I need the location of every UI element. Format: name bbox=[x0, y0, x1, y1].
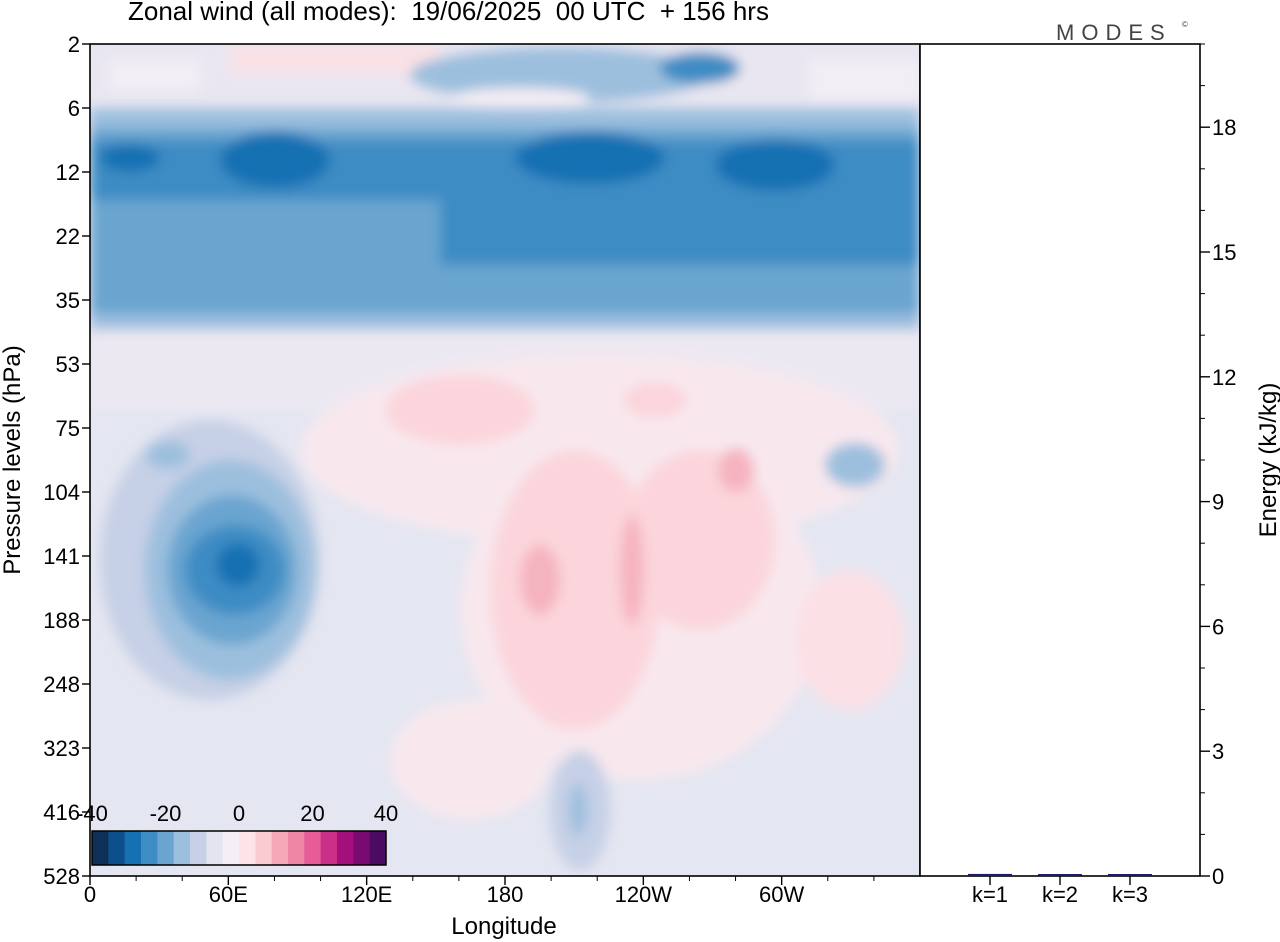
easterly-band-inner bbox=[440, 170, 920, 265]
jet-core bbox=[216, 543, 260, 587]
energy-bar bbox=[968, 873, 1012, 876]
energy-tick-label: 15 bbox=[1212, 240, 1236, 265]
colorbar-swatch bbox=[157, 831, 175, 865]
colorbar: -40 -20 0 20 40 bbox=[76, 801, 398, 866]
longitude-tick-label: 120W bbox=[615, 882, 673, 907]
longitude-tick-label: 60E bbox=[209, 882, 248, 907]
energy-tick-label: 12 bbox=[1212, 365, 1236, 390]
longitude-tick-label: 180 bbox=[487, 882, 524, 907]
x-axis-title: Longitude bbox=[451, 913, 556, 940]
energy-category-label: k=3 bbox=[1112, 882, 1148, 907]
colorbar-swatch bbox=[92, 831, 109, 865]
colorbar-swatch bbox=[337, 831, 354, 865]
energy-tick-label: 3 bbox=[1212, 739, 1224, 764]
longitude-axis: 0 60E 120E 180 120W 60W bbox=[84, 876, 875, 907]
energy-axis-title: Energy (kJ/kg) bbox=[1255, 383, 1280, 538]
westerly-max-1 bbox=[520, 545, 560, 615]
colorbar-swatch bbox=[173, 831, 191, 865]
colorbar-swatch bbox=[239, 831, 256, 865]
colorbar-swatch bbox=[190, 831, 207, 865]
energy-tick-label: 6 bbox=[1212, 614, 1224, 639]
colorbar-swatch bbox=[108, 831, 126, 865]
lower-right-westerly bbox=[795, 570, 905, 710]
pressure-axis: 2 6 12 22 35 53 75 104 141 188 248 323 416 528 bbox=[43, 32, 90, 889]
pressure-tick-label: 248 bbox=[43, 672, 80, 697]
longitude-tick-label: 60W bbox=[759, 882, 804, 907]
colorbar-tick-label: 0 bbox=[233, 801, 245, 826]
colorbar-tick-label: -20 bbox=[150, 801, 182, 826]
small-easterly-75 bbox=[146, 441, 190, 469]
energy-bar bbox=[1038, 874, 1082, 876]
colorbar-frame bbox=[91, 830, 387, 866]
easterly-core-small bbox=[100, 144, 160, 172]
pressure-tick-label: 188 bbox=[43, 608, 80, 633]
chart-title: Zonal wind (all modes): 19/06/2025 00 UT… bbox=[128, 0, 769, 26]
easterly-core-60e bbox=[220, 132, 330, 188]
colorbar-swatch bbox=[288, 831, 305, 865]
small-easterly-right bbox=[825, 443, 885, 487]
lower-easterly-core bbox=[569, 784, 587, 836]
top-easterly-streak bbox=[410, 47, 710, 103]
westerly-band-1 bbox=[490, 450, 660, 730]
energy-bar bbox=[1108, 874, 1152, 876]
westerly-top-patch bbox=[230, 44, 440, 74]
longitude-tick-label: 120E bbox=[341, 882, 392, 907]
easterly-core-160w bbox=[515, 132, 665, 184]
modes-logo: MODES bbox=[1056, 20, 1172, 45]
energy-category-label: k=1 bbox=[972, 882, 1008, 907]
pressure-tick-label: 6 bbox=[68, 96, 80, 121]
colorbar-swatch bbox=[369, 831, 387, 865]
energy-tick-label: 18 bbox=[1212, 115, 1236, 140]
colorbar-swatch bbox=[271, 831, 289, 865]
lower-westerly bbox=[390, 700, 550, 820]
energy-tick-label: 9 bbox=[1212, 490, 1224, 515]
easterly-core-70w bbox=[715, 139, 835, 191]
pressure-tick-label: 2 bbox=[68, 32, 80, 57]
colorbar-swatch bbox=[124, 831, 142, 865]
heatmap-plot-area bbox=[89, 43, 921, 877]
top-easterly-core bbox=[660, 52, 740, 84]
top-light-patch bbox=[810, 60, 920, 100]
longitude-tick-label: 0 bbox=[84, 882, 96, 907]
westerly-band-2 bbox=[625, 450, 775, 630]
top-light-streak bbox=[450, 88, 590, 108]
westerly-band-3 bbox=[385, 375, 535, 445]
pressure-tick-label: 323 bbox=[43, 736, 80, 761]
westerly-patch bbox=[623, 382, 687, 418]
colorbar-swatch bbox=[320, 831, 338, 865]
colorbar-swatch bbox=[353, 831, 371, 865]
energy-axis: 0 3 6 9 12 15 18 bbox=[1200, 43, 1236, 889]
colorbar-swatch bbox=[304, 831, 322, 865]
energy-plot-frame bbox=[919, 43, 1201, 877]
pressure-tick-label: 528 bbox=[43, 864, 80, 889]
pressure-tick-label: 141 bbox=[43, 544, 80, 569]
colorbar-swatch bbox=[141, 831, 158, 865]
pressure-tick-label: 75 bbox=[56, 416, 80, 441]
y-axis-title: Pressure levels (hPa) bbox=[0, 345, 26, 574]
energy-bar-panel: k=1 k=2 k=3 bbox=[919, 43, 1201, 907]
westerly-max-2 bbox=[620, 515, 644, 625]
pressure-tick-label: 12 bbox=[56, 160, 80, 185]
pressure-tick-label: 53 bbox=[56, 352, 80, 377]
energy-category-label: k=2 bbox=[1042, 882, 1078, 907]
colorbar-swatch bbox=[222, 831, 240, 865]
colorbar-swatch bbox=[206, 831, 224, 865]
pressure-tick-label: 104 bbox=[43, 480, 80, 505]
colorbar-swatch bbox=[255, 831, 273, 865]
colorbar-tick-label: 20 bbox=[300, 801, 324, 826]
pressure-tick-label: 35 bbox=[56, 288, 80, 313]
westerly-max-3 bbox=[718, 448, 754, 492]
copyright-mark: © bbox=[1182, 20, 1188, 29]
pressure-tick-label: 416 bbox=[43, 800, 80, 825]
colorbar-tick-label: -40 bbox=[76, 801, 108, 826]
energy-tick-label: 0 bbox=[1212, 864, 1224, 889]
top-light-patch bbox=[110, 60, 200, 90]
pressure-tick-label: 22 bbox=[56, 224, 80, 249]
colorbar-tick-label: 40 bbox=[374, 801, 398, 826]
